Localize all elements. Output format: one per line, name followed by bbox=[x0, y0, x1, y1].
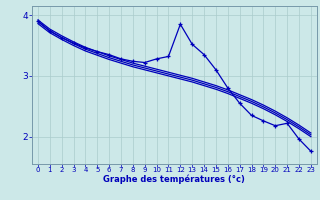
X-axis label: Graphe des températures (°c): Graphe des températures (°c) bbox=[103, 175, 245, 184]
